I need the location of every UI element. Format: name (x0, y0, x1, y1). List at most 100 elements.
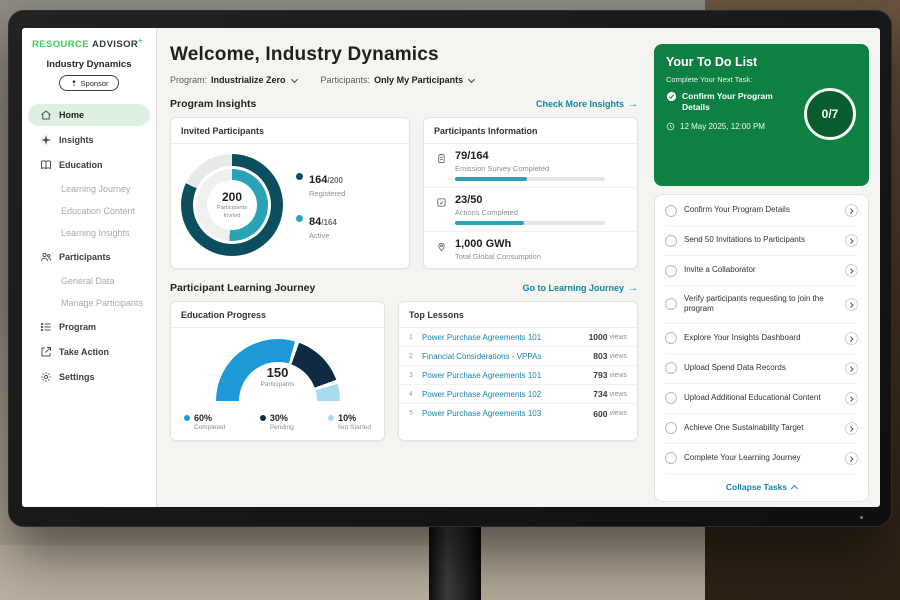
stat-label: Emission Survey Completed (455, 164, 605, 173)
task-chevron-button[interactable] (845, 452, 858, 465)
task-checkbox[interactable] (665, 452, 677, 464)
task-label: Complete Your Learning Journey (684, 453, 838, 463)
gauge-label: Participants (216, 381, 340, 388)
task-row[interactable]: Upload Spend Data Records (665, 354, 858, 384)
todo-summary-card: Your To Do List Complete Your Next Task:… (654, 44, 869, 186)
lesson-views-unit: views (609, 353, 627, 360)
program-filter-label: Program: (170, 75, 207, 85)
task-row[interactable]: Verify participants requesting to join t… (665, 286, 858, 324)
todo-next-task[interactable]: Confirm Your Program Details (666, 91, 798, 113)
lesson-row: 5 Power Purchase Agreements 103 600 view… (399, 404, 637, 423)
task-chevron-button[interactable] (845, 332, 858, 345)
lesson-title-link[interactable]: Power Purchase Agreements 101 (422, 333, 589, 342)
task-chevron-button[interactable] (845, 422, 858, 435)
todo-panel: Your To Do List Complete Your Next Task:… (651, 28, 880, 507)
legend-label: Active (309, 231, 337, 240)
legend-total: /164 (321, 218, 337, 227)
collapse-tasks-button[interactable]: Collapse Tasks (665, 474, 858, 501)
sidebar-item-insights[interactable]: Insights (28, 129, 150, 151)
task-checkbox[interactable] (665, 422, 677, 434)
program-filter[interactable]: Program: Industrialize Zero (170, 75, 297, 85)
legend-dot-active (296, 215, 303, 222)
sidebar-item-education-content[interactable]: Education Content (28, 201, 150, 221)
donut-center-value: 200 (222, 190, 242, 204)
lesson-rank: 2 (409, 353, 422, 360)
lesson-title-link[interactable]: Power Purchase Agreements 101 (422, 371, 593, 380)
clock-icon (666, 122, 675, 131)
list-icon (40, 321, 52, 333)
lesson-row: 4 Power Purchase Agreements 102 734 view… (399, 385, 637, 404)
link-label: Check More Insights (536, 99, 624, 109)
sidebar-item-learning-journey[interactable]: Learning Journey (28, 179, 150, 199)
invited-participants-card: Invited Participants 200 Participants In… (170, 117, 410, 269)
link-label: Go to Learning Journey (522, 283, 624, 293)
legend-pct: 60% (194, 413, 225, 423)
card-title: Invited Participants (171, 118, 409, 144)
task-chevron-button[interactable] (845, 204, 858, 217)
go-to-learning-journey-link[interactable]: Go to Learning Journey (522, 283, 638, 294)
task-chevron-button[interactable] (845, 264, 858, 277)
task-row[interactable]: Complete Your Learning Journey (665, 444, 858, 474)
task-checkbox[interactable] (665, 265, 677, 277)
card-title: Participants Information (424, 118, 637, 144)
legend-pct: 30% (270, 413, 294, 423)
check-more-insights-link[interactable]: Check More Insights (536, 99, 638, 110)
program-insights-header: Program Insights Check More Insights (170, 98, 638, 110)
sidebar-item-label: Insights (59, 135, 94, 145)
task-row[interactable]: Achieve One Sustainability Target (665, 414, 858, 444)
sidebar-item-program[interactable]: Program (28, 316, 150, 338)
task-checkbox[interactable] (665, 205, 677, 217)
lesson-title-link[interactable]: Financial Considerations - VPPAs (422, 352, 593, 361)
todo-subtitle: Complete Your Next Task: (666, 75, 857, 84)
lesson-row: 2 Financial Considerations - VPPAs 803 v… (399, 347, 637, 366)
progress-track (455, 221, 605, 225)
arrow-right-icon (628, 99, 638, 110)
task-checkbox[interactable] (665, 392, 677, 404)
sponsor-badge[interactable]: Sponsor (59, 75, 119, 91)
lesson-title-link[interactable]: Power Purchase Agreements 102 (422, 390, 593, 399)
sidebar-item-general-data[interactable]: General Data (28, 271, 150, 291)
card-title: Top Lessons (399, 302, 637, 328)
task-row[interactable]: Explore Your Insights Dashboard (665, 324, 858, 354)
gauge-value: 150 (216, 365, 340, 380)
task-label: Confirm Your Program Details (684, 205, 838, 215)
stat-value: 79/164 (455, 150, 605, 162)
task-label: Verify participants requesting to join t… (684, 294, 838, 315)
filters-row: Program: Industrialize Zero Participants… (170, 75, 638, 85)
sidebar-item-participants[interactable]: Participants (28, 246, 150, 268)
sidebar: RESOURCEADVISOR+ Industry Dynamics Spons… (22, 28, 157, 507)
collapse-tasks-label: Collapse Tasks (726, 482, 787, 492)
task-checkbox[interactable] (665, 362, 677, 374)
task-row[interactable]: Invite a Collaborator (665, 256, 858, 286)
task-chevron-button[interactable] (845, 234, 858, 247)
sidebar-item-education[interactable]: Education (28, 154, 150, 176)
task-row[interactable]: Upload Additional Educational Content (665, 384, 858, 414)
sidebar-item-learning-insights[interactable]: Learning Insights (28, 223, 150, 243)
participants-filter[interactable]: Participants: Only My Participants (321, 75, 475, 85)
task-chevron-button[interactable] (845, 298, 858, 311)
task-chevron-button[interactable] (845, 392, 858, 405)
legend-dot-not-started (328, 415, 334, 421)
task-list-card: Confirm Your Program Details Send 50 Inv… (654, 194, 869, 502)
legend-label: Registered (309, 189, 345, 198)
task-checkbox[interactable] (665, 298, 677, 310)
lesson-views-unit: views (609, 410, 627, 417)
sidebar-item-manage-participants[interactable]: Manage Participants (28, 293, 150, 313)
legend-label: Completed (194, 424, 225, 431)
sidebar-item-home[interactable]: Home (28, 104, 150, 126)
task-checkbox[interactable] (665, 235, 677, 247)
sidebar-item-settings[interactable]: Settings (28, 366, 150, 388)
task-row[interactable]: Confirm Your Program Details (665, 196, 858, 226)
task-row[interactable]: Send 50 Invitations to Participants (665, 226, 858, 256)
task-checkbox[interactable] (665, 332, 677, 344)
lesson-rank: 1 (409, 334, 422, 341)
section-title-learning-journey: Participant Learning Journey (170, 282, 315, 294)
participants-information-card: Participants Information 79/164 Emission… (423, 117, 638, 269)
learning-journey-header: Participant Learning Journey Go to Learn… (170, 282, 638, 294)
sidebar-item-label: Home (59, 110, 84, 120)
app-logo: RESOURCEADVISOR+ (22, 28, 156, 50)
task-chevron-button[interactable] (845, 362, 858, 375)
sidebar-item-take-action[interactable]: Take Action (28, 341, 150, 363)
lesson-title-link[interactable]: Power Purchase Agreements 103 (422, 409, 593, 418)
insights-cards-row: Invited Participants 200 Participants In… (170, 117, 638, 269)
